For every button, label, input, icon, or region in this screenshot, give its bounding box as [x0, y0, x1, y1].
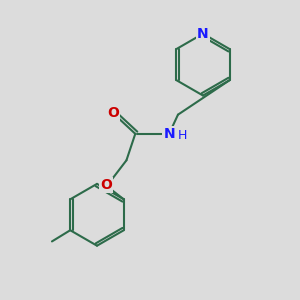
Text: N: N — [163, 127, 175, 141]
Text: H: H — [177, 129, 187, 142]
Text: N: N — [197, 27, 209, 41]
Text: O: O — [100, 178, 112, 192]
Text: O: O — [107, 106, 119, 120]
